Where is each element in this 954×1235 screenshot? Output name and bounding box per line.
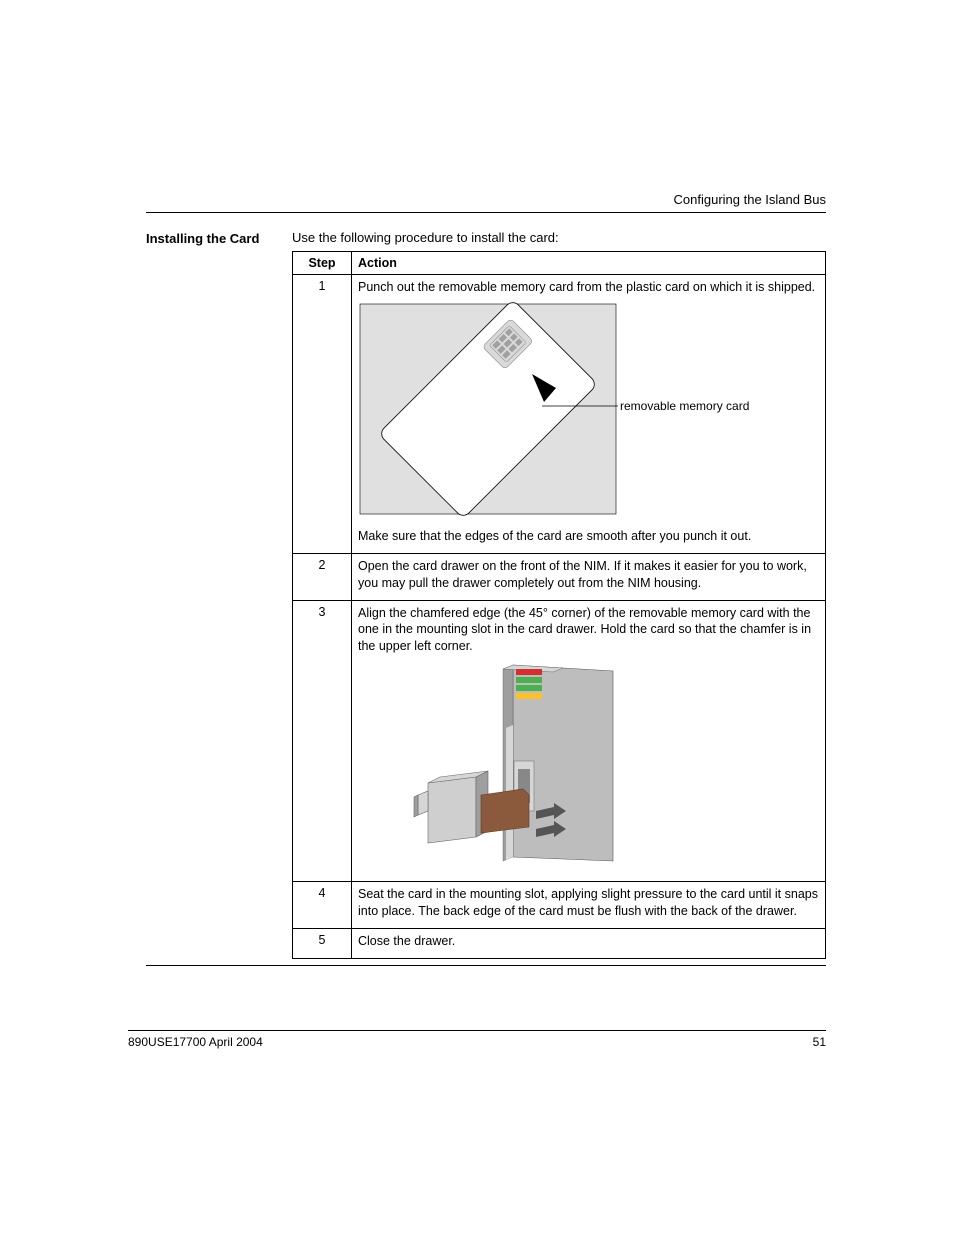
action-cell: Open the card drawer on the front of the… <box>352 553 826 600</box>
illustration-nim-insert <box>358 661 819 871</box>
main-content: Use the following procedure to install t… <box>292 230 826 959</box>
action-cell: Punch out the removable memory card from… <box>352 275 826 554</box>
action-cell: Close the drawer. <box>352 928 826 958</box>
step-number: 3 <box>293 600 352 882</box>
action-text: Seat the card in the mounting slot, appl… <box>358 886 819 920</box>
footer-doc-ref: 890USE17700 April 2004 <box>128 1035 263 1049</box>
side-heading: Installing the Card <box>146 230 276 959</box>
step-number: 4 <box>293 882 352 929</box>
step-number: 5 <box>293 928 352 958</box>
intro-text: Use the following procedure to install t… <box>292 230 826 245</box>
step-number: 2 <box>293 553 352 600</box>
col-action: Action <box>352 252 826 275</box>
content-bottom-rule <box>146 965 826 966</box>
action-text-below: Make sure that the edges of the card are… <box>358 528 819 545</box>
action-text: Align the chamfered edge (the 45° corner… <box>358 605 819 656</box>
page-footer: 890USE17700 April 2004 51 <box>128 1030 826 1049</box>
footer-page-number: 51 <box>813 1035 826 1049</box>
action-text: Close the drawer. <box>358 933 819 950</box>
table-row: 3 Align the chamfered edge (the 45° corn… <box>293 600 826 882</box>
action-text: Open the card drawer on the front of the… <box>358 558 819 592</box>
table-row: 2 Open the card drawer on the front of t… <box>293 553 826 600</box>
col-step: Step <box>293 252 352 275</box>
action-cell: Seat the card in the mounting slot, appl… <box>352 882 826 929</box>
table-row: 1 Punch out the removable memory card fr… <box>293 275 826 554</box>
table-row: 4 Seat the card in the mounting slot, ap… <box>293 882 826 929</box>
table-row: 5 Close the drawer. <box>293 928 826 958</box>
action-text: Punch out the removable memory card from… <box>358 279 819 296</box>
running-header: Configuring the Island Bus <box>674 192 826 207</box>
steps-table: Step Action 1 Punch out the removable me… <box>292 251 826 959</box>
illustration-label: removable memory card <box>620 399 749 413</box>
illustration-card-punchout: removable memory card <box>358 302 819 522</box>
header-rule <box>146 212 826 213</box>
action-cell: Align the chamfered edge (the 45° corner… <box>352 600 826 882</box>
step-number: 1 <box>293 275 352 554</box>
